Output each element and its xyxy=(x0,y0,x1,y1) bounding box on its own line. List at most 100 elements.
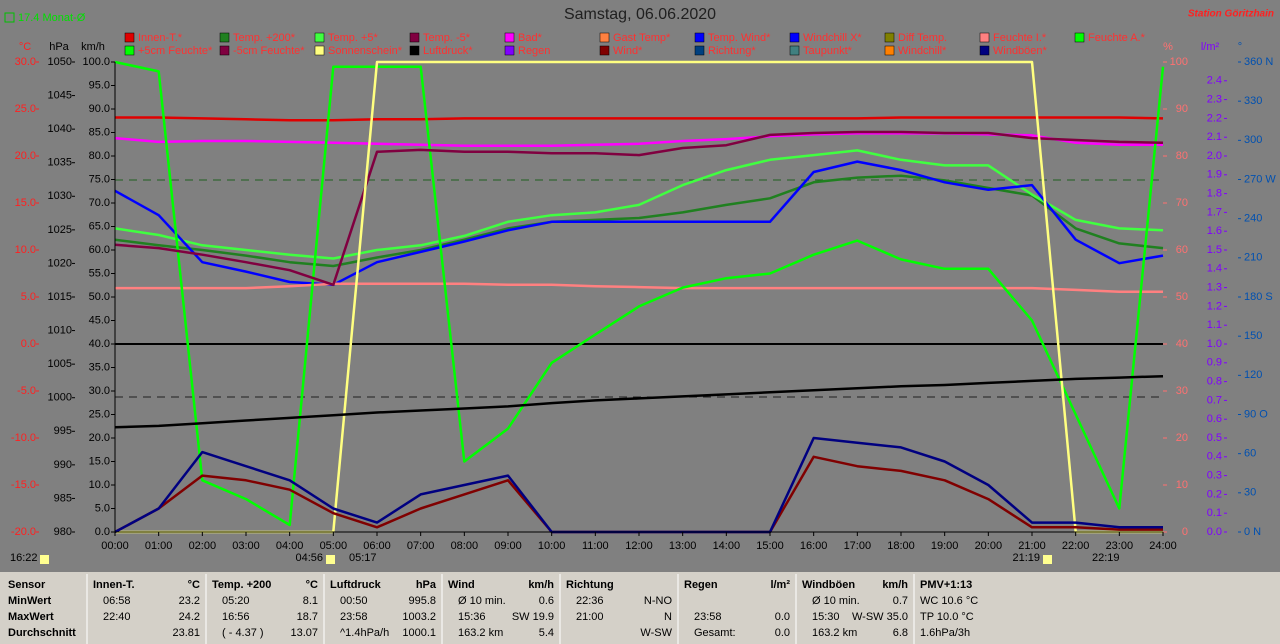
table-background xyxy=(0,572,1280,644)
table-cell: 22:40 xyxy=(103,611,131,623)
y-tick-label: 5.0 xyxy=(95,502,110,514)
y-tick-label: 50.0 xyxy=(89,291,110,303)
legend-swatch xyxy=(409,45,420,56)
x-tick-label: 06:00 xyxy=(363,540,391,552)
y-tick-label: 80 xyxy=(1176,150,1188,162)
legend-swatch xyxy=(979,32,990,43)
y-tick-label: 0.8 xyxy=(1207,376,1222,388)
y-tick-label: 35.0 xyxy=(89,361,110,373)
y-tick-label: -10.0 xyxy=(11,432,36,444)
table-cell: N-NO xyxy=(644,595,673,607)
y-tick-label: 1.0 xyxy=(1207,338,1222,350)
y-tick-label: 10 xyxy=(1176,479,1188,491)
table-cell: ( - 4.37 ) xyxy=(222,627,264,639)
axis-unit: °C xyxy=(19,41,31,53)
y-tick-label: 45.0 xyxy=(89,314,110,326)
table-cell: 00:50 xyxy=(340,595,368,607)
x-tick-label: 03:00 xyxy=(232,540,260,552)
table-header: Sensor xyxy=(8,579,46,591)
legend-swatch xyxy=(884,32,895,43)
y-tick-label: 90 O xyxy=(1244,408,1268,420)
y-tick-label: 0.0 xyxy=(1207,526,1222,538)
table-cell: 163.2 km xyxy=(812,627,857,639)
y-tick-label: 60 xyxy=(1176,244,1188,256)
y-tick-label: 1035 xyxy=(48,157,72,169)
table-header: °C xyxy=(306,579,318,591)
y-tick-label: 80.0 xyxy=(89,150,110,162)
table-cell: 0.7 xyxy=(893,595,908,607)
y-tick-label: 2.2 xyxy=(1207,112,1222,124)
axis-unit: % xyxy=(1163,41,1173,53)
y-tick-label: 40.0 xyxy=(89,338,110,350)
table-header: Temp. +200 xyxy=(212,579,271,591)
y-tick-label: 1040 xyxy=(48,123,72,135)
y-tick-label: 100 xyxy=(1170,56,1188,68)
y-tick-label: 100.0 xyxy=(82,56,110,68)
table-cell: 5.4 xyxy=(539,627,554,639)
table-header: hPa xyxy=(416,579,437,591)
x-tick-label: 23:00 xyxy=(1106,540,1134,552)
y-tick-label: 10.0 xyxy=(15,244,36,256)
x-tick-label: 17:00 xyxy=(844,540,872,552)
y-tick-label: 70 xyxy=(1176,197,1188,209)
y-tick-label: 0.9 xyxy=(1207,357,1222,369)
y-tick-label: 0.6 xyxy=(1207,413,1222,425)
y-tick-label: 330 xyxy=(1244,95,1262,107)
x-tick-label: 04:00 xyxy=(276,540,304,552)
table-header: km/h xyxy=(528,579,554,591)
x-tick-label: 05:00 xyxy=(320,540,348,552)
table-cell: WC 10.6 °C xyxy=(920,595,978,607)
legend-swatch xyxy=(599,45,610,56)
y-tick-label: 1.4 xyxy=(1207,263,1222,275)
table-cell: 23.2 xyxy=(179,595,200,607)
y-tick-label: 0.1 xyxy=(1207,507,1222,519)
y-tick-label: -20.0 xyxy=(11,526,36,538)
legend-label: Windchill* xyxy=(898,45,947,57)
y-tick-label: 2.1 xyxy=(1207,131,1222,143)
legend-swatch xyxy=(789,45,800,56)
y-tick-label: 1050 xyxy=(48,56,72,68)
legend-label: Sonnenschein* xyxy=(328,45,403,57)
table-cell: 05:20 xyxy=(222,595,250,607)
legend-swatch xyxy=(314,45,325,56)
table-cell: 0.0 xyxy=(775,627,790,639)
y-tick-label: 0.2 xyxy=(1207,488,1222,500)
table-cell: 23:58 xyxy=(694,611,722,623)
y-tick-label: 0 N xyxy=(1244,526,1261,538)
y-tick-label: 995 xyxy=(54,425,72,437)
x-tick-label: 00:00 xyxy=(101,540,129,552)
series-line xyxy=(114,374,1164,429)
legend-swatch xyxy=(124,32,135,43)
table-cell: 15:30 xyxy=(812,611,840,623)
y-tick-label: 60 xyxy=(1244,448,1256,460)
table-header: Luftdruck xyxy=(330,579,382,591)
month-avg: 17.4 Monat-Ø xyxy=(18,12,86,24)
y-tick-label: 1.7 xyxy=(1207,206,1222,218)
table-cell: Ø 10 min. xyxy=(812,595,860,607)
summary-table: Sensor MinWert MaxWert Durchschnitt Innen-T.… xyxy=(0,572,1280,644)
time-annotation: 05:17 xyxy=(349,552,377,564)
table-header: Windböen xyxy=(802,579,855,591)
legend-label: Feuchte A.* xyxy=(1088,32,1146,44)
legend-label: Temp. +5* xyxy=(328,32,379,44)
x-tick-label: 13:00 xyxy=(669,540,697,552)
legend-label: Richtung* xyxy=(708,45,756,57)
y-tick-label: 1.2 xyxy=(1207,300,1222,312)
table-cell: SW 19.9 xyxy=(512,611,554,623)
y-tick-label: 150 xyxy=(1244,330,1262,342)
x-tick-label: 20:00 xyxy=(975,540,1003,552)
table-header: Regen xyxy=(684,579,718,591)
x-tick-label: 18:00 xyxy=(887,540,915,552)
legend-swatch xyxy=(504,45,515,56)
y-tick-label: 0.0 xyxy=(21,338,36,350)
table-cell: MinWert xyxy=(8,595,52,607)
y-tick-label: 0.7 xyxy=(1207,394,1222,406)
y-tick-label: 1.3 xyxy=(1207,282,1222,294)
series-line xyxy=(115,282,1163,294)
legend-label: Regen xyxy=(518,45,550,57)
table-cell: TP 10.0 °C xyxy=(920,611,974,623)
legend-label: Luftdruck* xyxy=(423,45,473,57)
series-line xyxy=(115,116,1164,122)
y-tick-label: 270 W xyxy=(1244,173,1276,185)
series-line xyxy=(114,60,1165,527)
